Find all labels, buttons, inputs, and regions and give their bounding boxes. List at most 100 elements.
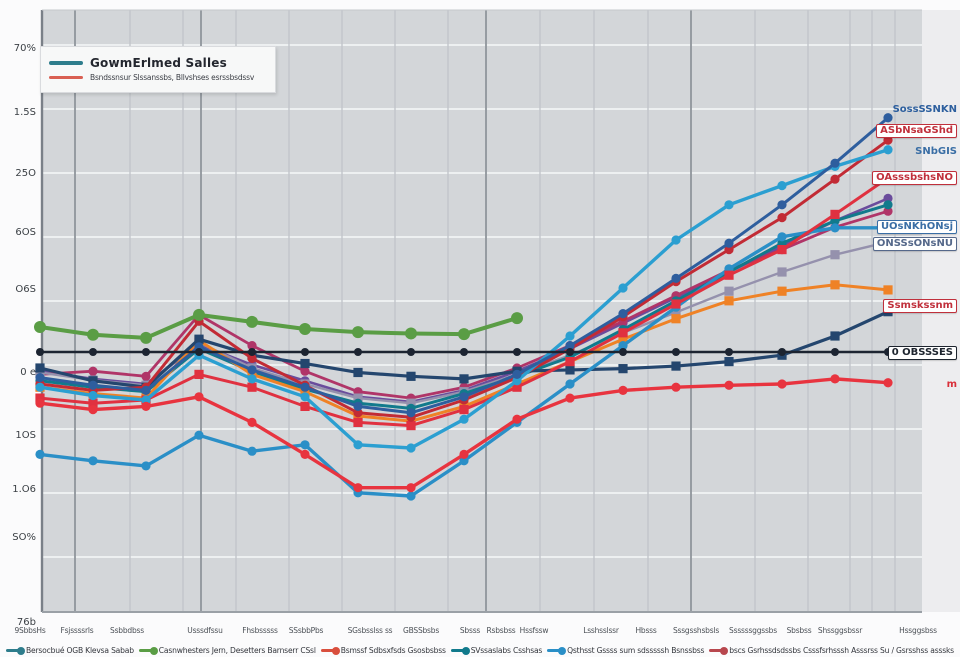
data-point [353,408,363,418]
x-tick-label: Usssdfssu [187,626,223,635]
x-tick-label: Sbsbss [787,626,812,635]
x-tick-label: GBSSbsbs [403,626,439,635]
data-point [194,392,204,402]
data-point [830,209,840,219]
data-point [407,348,415,356]
data-point [459,414,469,424]
data-point [725,348,733,356]
data-point [353,417,363,427]
data-point [671,299,681,309]
data-point [142,348,150,356]
data-point [618,385,628,395]
data-point [300,358,310,369]
data-point [247,353,257,363]
legend-swatch [320,646,340,655]
data-point [247,341,257,351]
data-point [777,245,787,255]
legend-entry: GowmErlmed Salles [49,56,267,70]
data-point [247,365,257,375]
data-point [406,398,416,408]
data-point [406,443,416,453]
data-point [565,331,575,341]
data-point [724,380,734,390]
right-margin-band [922,10,960,612]
data-point [88,456,98,466]
data-point [565,357,575,367]
data-point [36,348,44,356]
y-tick-label: 25O [15,168,36,179]
legend-swatch [6,646,25,655]
data-point [459,456,469,466]
y-tick-label: 1.5S [14,107,36,118]
data-point [883,206,893,216]
data-point [353,393,363,403]
data-point [405,327,417,340]
data-point [299,322,311,335]
data-point [566,348,574,356]
bottom-legend-item: Qsthsst Gssss sum sdsssssh Bsnssbss [547,646,704,655]
data-point [883,200,893,210]
data-point [777,286,787,296]
data-point [883,223,893,233]
data-point [247,374,257,384]
legend-label: Bersocbué OGB Klevsa Sabab [26,646,134,655]
data-point [724,296,734,306]
data-point [247,417,257,427]
data-point [565,341,575,351]
data-point [354,348,362,356]
data-point [141,385,151,395]
x-tick-label: SSsbbPbs [289,626,324,635]
x-tick-label: Fsjssssrls [60,626,93,635]
x-tick-label: Ssbbdbss [110,626,144,635]
data-point [513,348,521,356]
data-point [830,174,840,184]
legend-label: Qsthsst Gssss sum sdsssssh Bsnssbss [567,646,705,655]
data-point [618,283,628,293]
data-point [724,200,734,210]
data-point [512,414,522,424]
data-point [247,446,257,456]
data-point [406,483,416,493]
legend-swatch-teal [49,61,83,65]
data-point [883,285,893,295]
data-point [830,374,840,384]
data-point [883,135,893,145]
data-point [618,364,628,374]
data-point [618,334,628,344]
x-tick-label: Ssssssggssbs [729,626,777,635]
data-point [618,328,628,338]
x-tick-label: Hssggsbss [899,626,937,635]
y-tick-label: 76b [17,617,36,628]
data-point [35,382,45,392]
data-point [300,366,310,376]
data-point [671,307,681,317]
bottom-legend-item: SVssaslabs Csshsas [450,646,543,655]
data-point [248,348,256,356]
data-point [883,307,893,317]
y-tick-label: 1OS [15,430,36,441]
legend-label: SVssaslabs Csshsas [470,646,543,655]
y-tick-label: 0 e [20,367,36,378]
data-point [512,369,522,379]
legend-label: Bsmssf Sdbsxfsds Gsosbsbss [340,646,446,655]
data-point [565,393,575,403]
data-point [724,286,734,296]
data-point [830,331,840,341]
data-point [459,449,469,459]
plot-area [42,10,922,612]
data-point [406,408,416,418]
data-point [565,365,575,375]
legend-label: Casnwhesters Jern, Desetters Barnserr CS… [158,646,316,655]
data-point [724,238,734,248]
data-point [777,181,787,191]
data-point [459,392,469,402]
data-point [300,449,310,459]
data-point [777,232,787,242]
data-point [88,405,98,415]
data-point [353,483,363,493]
data-point [565,379,575,389]
data-point [778,348,786,356]
legend-label: GowmErlmed Salles [90,56,227,70]
